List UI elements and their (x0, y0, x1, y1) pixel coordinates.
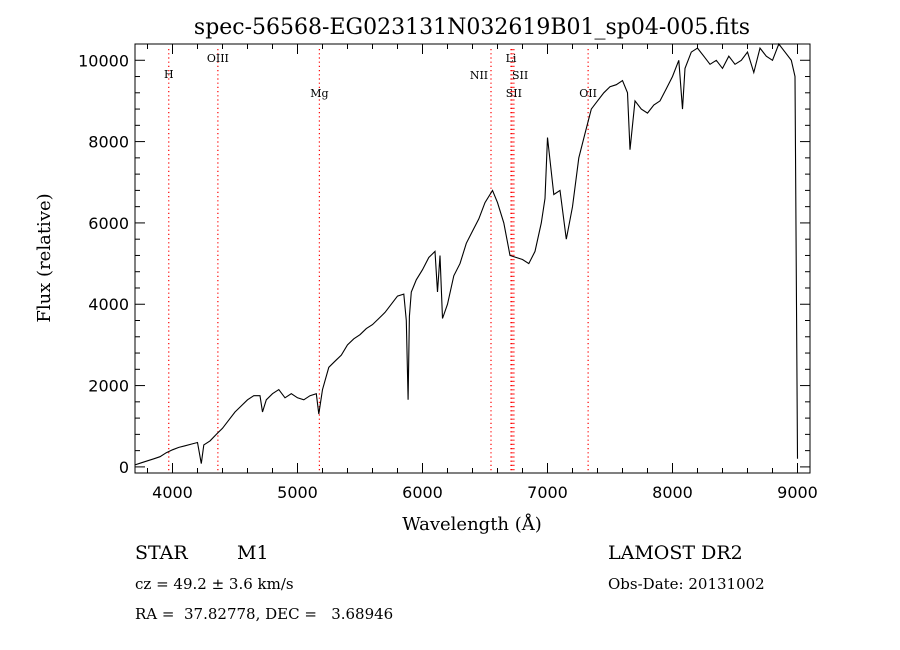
observation-date: Obs-Date: 20131002 (608, 575, 765, 593)
survey-name: LAMOST DR2 (608, 542, 743, 564)
y-axis-label: Flux (relative) (34, 193, 55, 322)
y-tick-label-6000: 6000 (88, 214, 129, 233)
line-marker-label-0: H (164, 68, 174, 81)
plot-frame (134, 43, 811, 474)
y-tick-label-2000: 2000 (88, 377, 129, 396)
line-marker-label-7: OII (579, 87, 597, 100)
chart-title: spec-56568-EG023131N032619B01_sp04-005.f… (194, 15, 750, 40)
line-marker-label-1: OIII (207, 52, 229, 65)
x-tick-label-9000: 9000 (777, 483, 818, 502)
x-tick-label-6000: 6000 (402, 483, 443, 502)
line-marker-label-3: NII (470, 69, 488, 82)
x-tick-label-5000: 5000 (277, 483, 318, 502)
line-marker-label-6: SII (506, 87, 522, 100)
y-tick-label-10000: 10000 (78, 51, 129, 70)
y-tick-label-8000: 8000 (88, 133, 129, 152)
line-marker-label-5: SII (512, 69, 528, 82)
x-tick-label-7000: 7000 (527, 483, 568, 502)
plot-area: H OIII Mg NII Li SII SII OII 4000 5000 6000 7000 800… (78, 42, 818, 502)
y-tick-label-0: 0 (119, 458, 129, 477)
object-subclass: M1 (237, 542, 269, 564)
object-class: STAR (135, 542, 188, 564)
x-tick-label-4000: 4000 (152, 483, 193, 502)
line-marker-label-4: Li (506, 52, 517, 65)
x-axis-label: Wavelength (Å) (402, 513, 542, 535)
x-tick-label-8000: 8000 (652, 483, 693, 502)
redshift-velocity: cz = 49.2 ± 3.6 km/s (135, 575, 294, 593)
spectrum-line (134, 42, 799, 466)
line-marker-label-2: Mg (310, 87, 328, 100)
y-tick-label-4000: 4000 (88, 295, 129, 314)
coordinates: RA = 37.82778, DEC = 3.68946 (135, 605, 394, 623)
